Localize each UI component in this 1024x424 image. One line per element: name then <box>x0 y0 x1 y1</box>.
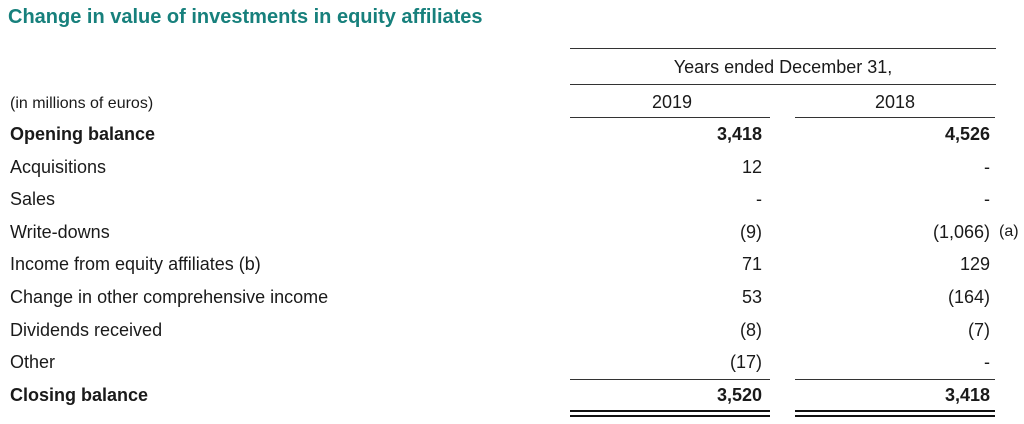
year-header: 2018 <box>874 92 916 112</box>
period-header: Years ended December 31, <box>673 57 893 77</box>
rule <box>570 117 770 118</box>
row-label: Other <box>10 352 56 373</box>
cell: (1,066) <box>932 221 990 242</box>
rule <box>570 379 770 380</box>
cell: 129 <box>959 254 990 275</box>
cell: 71 <box>741 254 762 275</box>
note: (a) <box>999 222 1019 240</box>
cell: 53 <box>741 287 762 307</box>
row-label: Sales <box>10 189 56 210</box>
cell: 12 <box>741 156 762 177</box>
unit: (in millions of euros) <box>10 95 154 112</box>
rule <box>570 84 996 85</box>
cell: (8) <box>740 319 762 340</box>
cell: - <box>756 189 762 210</box>
row-label: Closing balance <box>10 384 149 405</box>
cell: (7) <box>968 319 990 340</box>
title: Change in value of investments in equity… <box>8 6 483 28</box>
row-label: Acquisitions <box>10 156 107 177</box>
year-header: 2019 <box>651 92 693 112</box>
row-label: Dividends received <box>10 319 163 340</box>
rule <box>570 48 996 49</box>
double-rule <box>795 410 995 412</box>
cell: (164) <box>947 287 990 307</box>
cell: - <box>984 156 990 177</box>
cell: - <box>984 189 990 210</box>
cell: - <box>984 352 990 373</box>
cell: (17) <box>729 352 762 373</box>
double-rule <box>570 410 770 412</box>
row-label: Change in other comprehensive income <box>10 287 329 307</box>
cell: 3,418 <box>944 384 990 405</box>
cell: 3,418 <box>716 124 762 144</box>
row-label: Write-downs <box>10 221 110 242</box>
double-rule <box>570 415 770 417</box>
row-label: Income from equity affiliates (b) <box>10 254 261 275</box>
cell: 4,526 <box>944 124 990 144</box>
rule <box>795 117 995 118</box>
cell: 3,520 <box>716 384 762 405</box>
cell: (9) <box>740 221 762 242</box>
double-rule <box>795 415 995 417</box>
row-label: Opening balance <box>10 124 156 144</box>
rule <box>795 379 995 380</box>
